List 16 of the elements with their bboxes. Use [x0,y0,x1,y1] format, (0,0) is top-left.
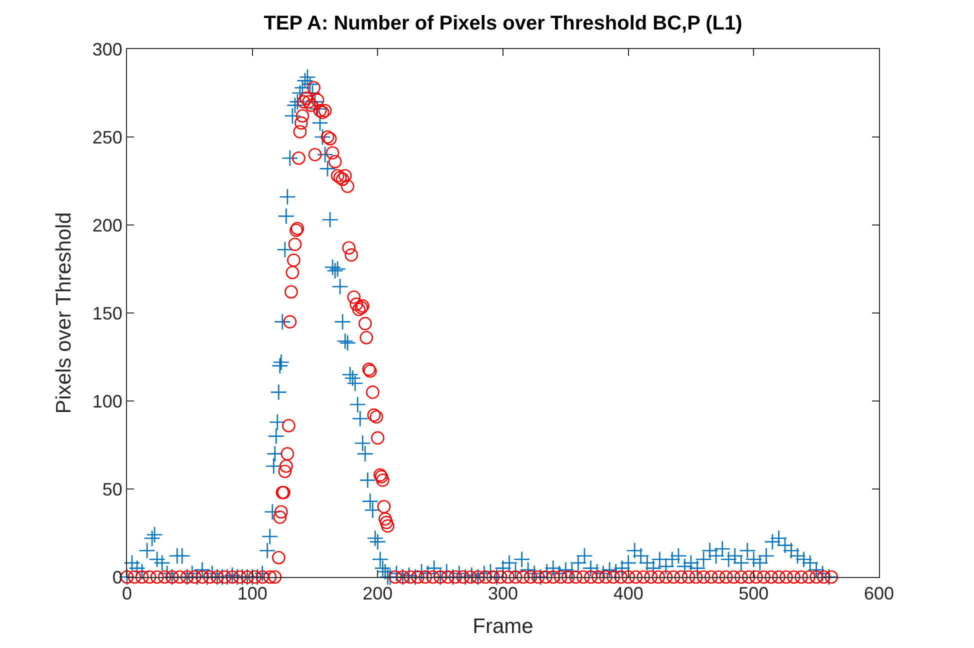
x-tick-label: 500 [738,584,769,604]
x-tick-label: 200 [362,584,393,604]
y-tick-label: 150 [92,303,122,324]
y-tick-label: 200 [92,215,122,236]
y-tick-label: 0 [112,567,122,588]
x-tick-label: 300 [488,584,518,604]
y-tick-label: 50 [102,479,122,500]
x-axis-title: Frame [472,614,534,638]
chart-title: TEP A: Number of Pixels over Threshold BC,P (L1) [264,12,742,35]
x-tick-label: 400 [613,584,644,604]
y-tick-label: 100 [92,391,122,412]
y-tick-label: 250 [92,127,122,148]
y-axis-title: Pixels over Threshold [52,212,76,414]
x-tick-label: 100 [237,584,268,604]
x-tick-label: 600 [864,584,894,604]
y-tick-label: 300 [92,39,122,60]
